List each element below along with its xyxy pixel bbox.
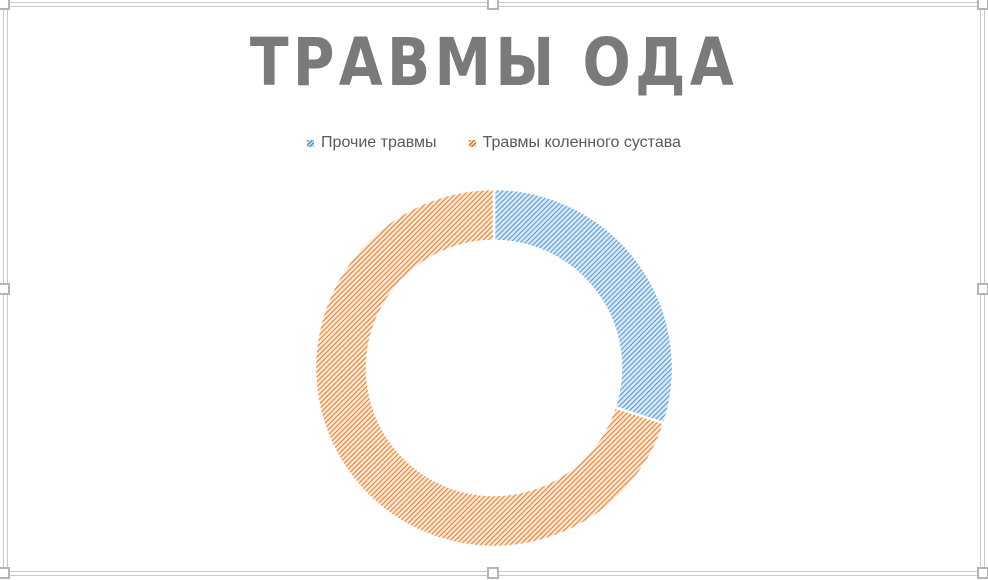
- chart-title[interactable]: ТРАВМЫ ОДА: [249, 24, 739, 101]
- chart-legend: Прочие травмы Травмы коленного сустава: [0, 134, 988, 152]
- resize-handle-top-right[interactable]: [977, 0, 988, 10]
- legend-marker-icon: [307, 139, 315, 147]
- legend-marker-icon: [468, 139, 476, 147]
- legend-label: Прочие травмы: [321, 134, 437, 151]
- legend-item[interactable]: Прочие травмы: [307, 134, 437, 152]
- legend-label: Травмы коленного сустава: [482, 134, 681, 151]
- resize-handle-middle-right[interactable]: [977, 283, 988, 295]
- donut-slice-2[interactable]: [313, 187, 666, 549]
- resize-handle-bottom-right[interactable]: [977, 567, 988, 579]
- resize-handle-bottom-middle[interactable]: [487, 567, 499, 579]
- resize-handle-middle-left[interactable]: [0, 283, 10, 295]
- resize-handle-top-left[interactable]: [0, 0, 10, 10]
- donut-slice-1[interactable]: [492, 187, 675, 425]
- resize-handle-top-middle[interactable]: [487, 0, 499, 10]
- resize-handle-bottom-left[interactable]: [0, 567, 10, 579]
- legend-item[interactable]: Травмы коленного сустава: [468, 134, 681, 152]
